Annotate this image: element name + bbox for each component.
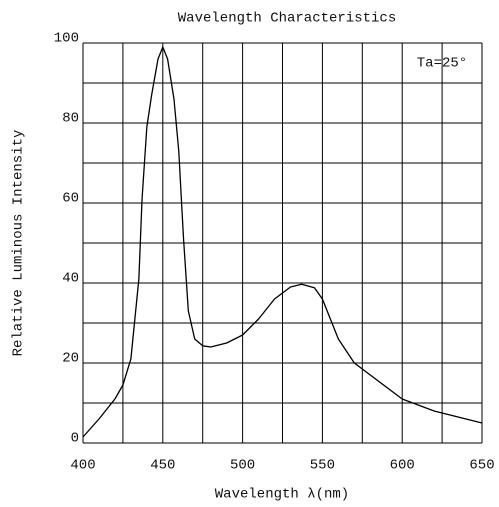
y-tick-label: 80 xyxy=(62,111,79,127)
x-tick-label: 400 xyxy=(70,458,95,474)
y-tick-label: 20 xyxy=(62,351,79,367)
x-tick-label: 600 xyxy=(390,458,415,474)
chart-title: Wavelength Characteristics xyxy=(178,11,396,27)
y-tick-label: 0 xyxy=(71,431,79,447)
y-tick-label: 60 xyxy=(62,191,79,207)
x-tick-label: 550 xyxy=(310,458,335,474)
y-axis-label: Relative Luminous Intensity xyxy=(11,130,27,357)
y-tick-label: 40 xyxy=(62,271,79,287)
x-tick-label: 450 xyxy=(150,458,175,474)
x-axis-label: Wavelength λ(nm) xyxy=(215,487,349,503)
x-tick-label: 500 xyxy=(230,458,255,474)
curve xyxy=(82,46,483,438)
y-tick-label: 100 xyxy=(54,31,79,47)
x-tick-label: 650 xyxy=(469,458,494,474)
